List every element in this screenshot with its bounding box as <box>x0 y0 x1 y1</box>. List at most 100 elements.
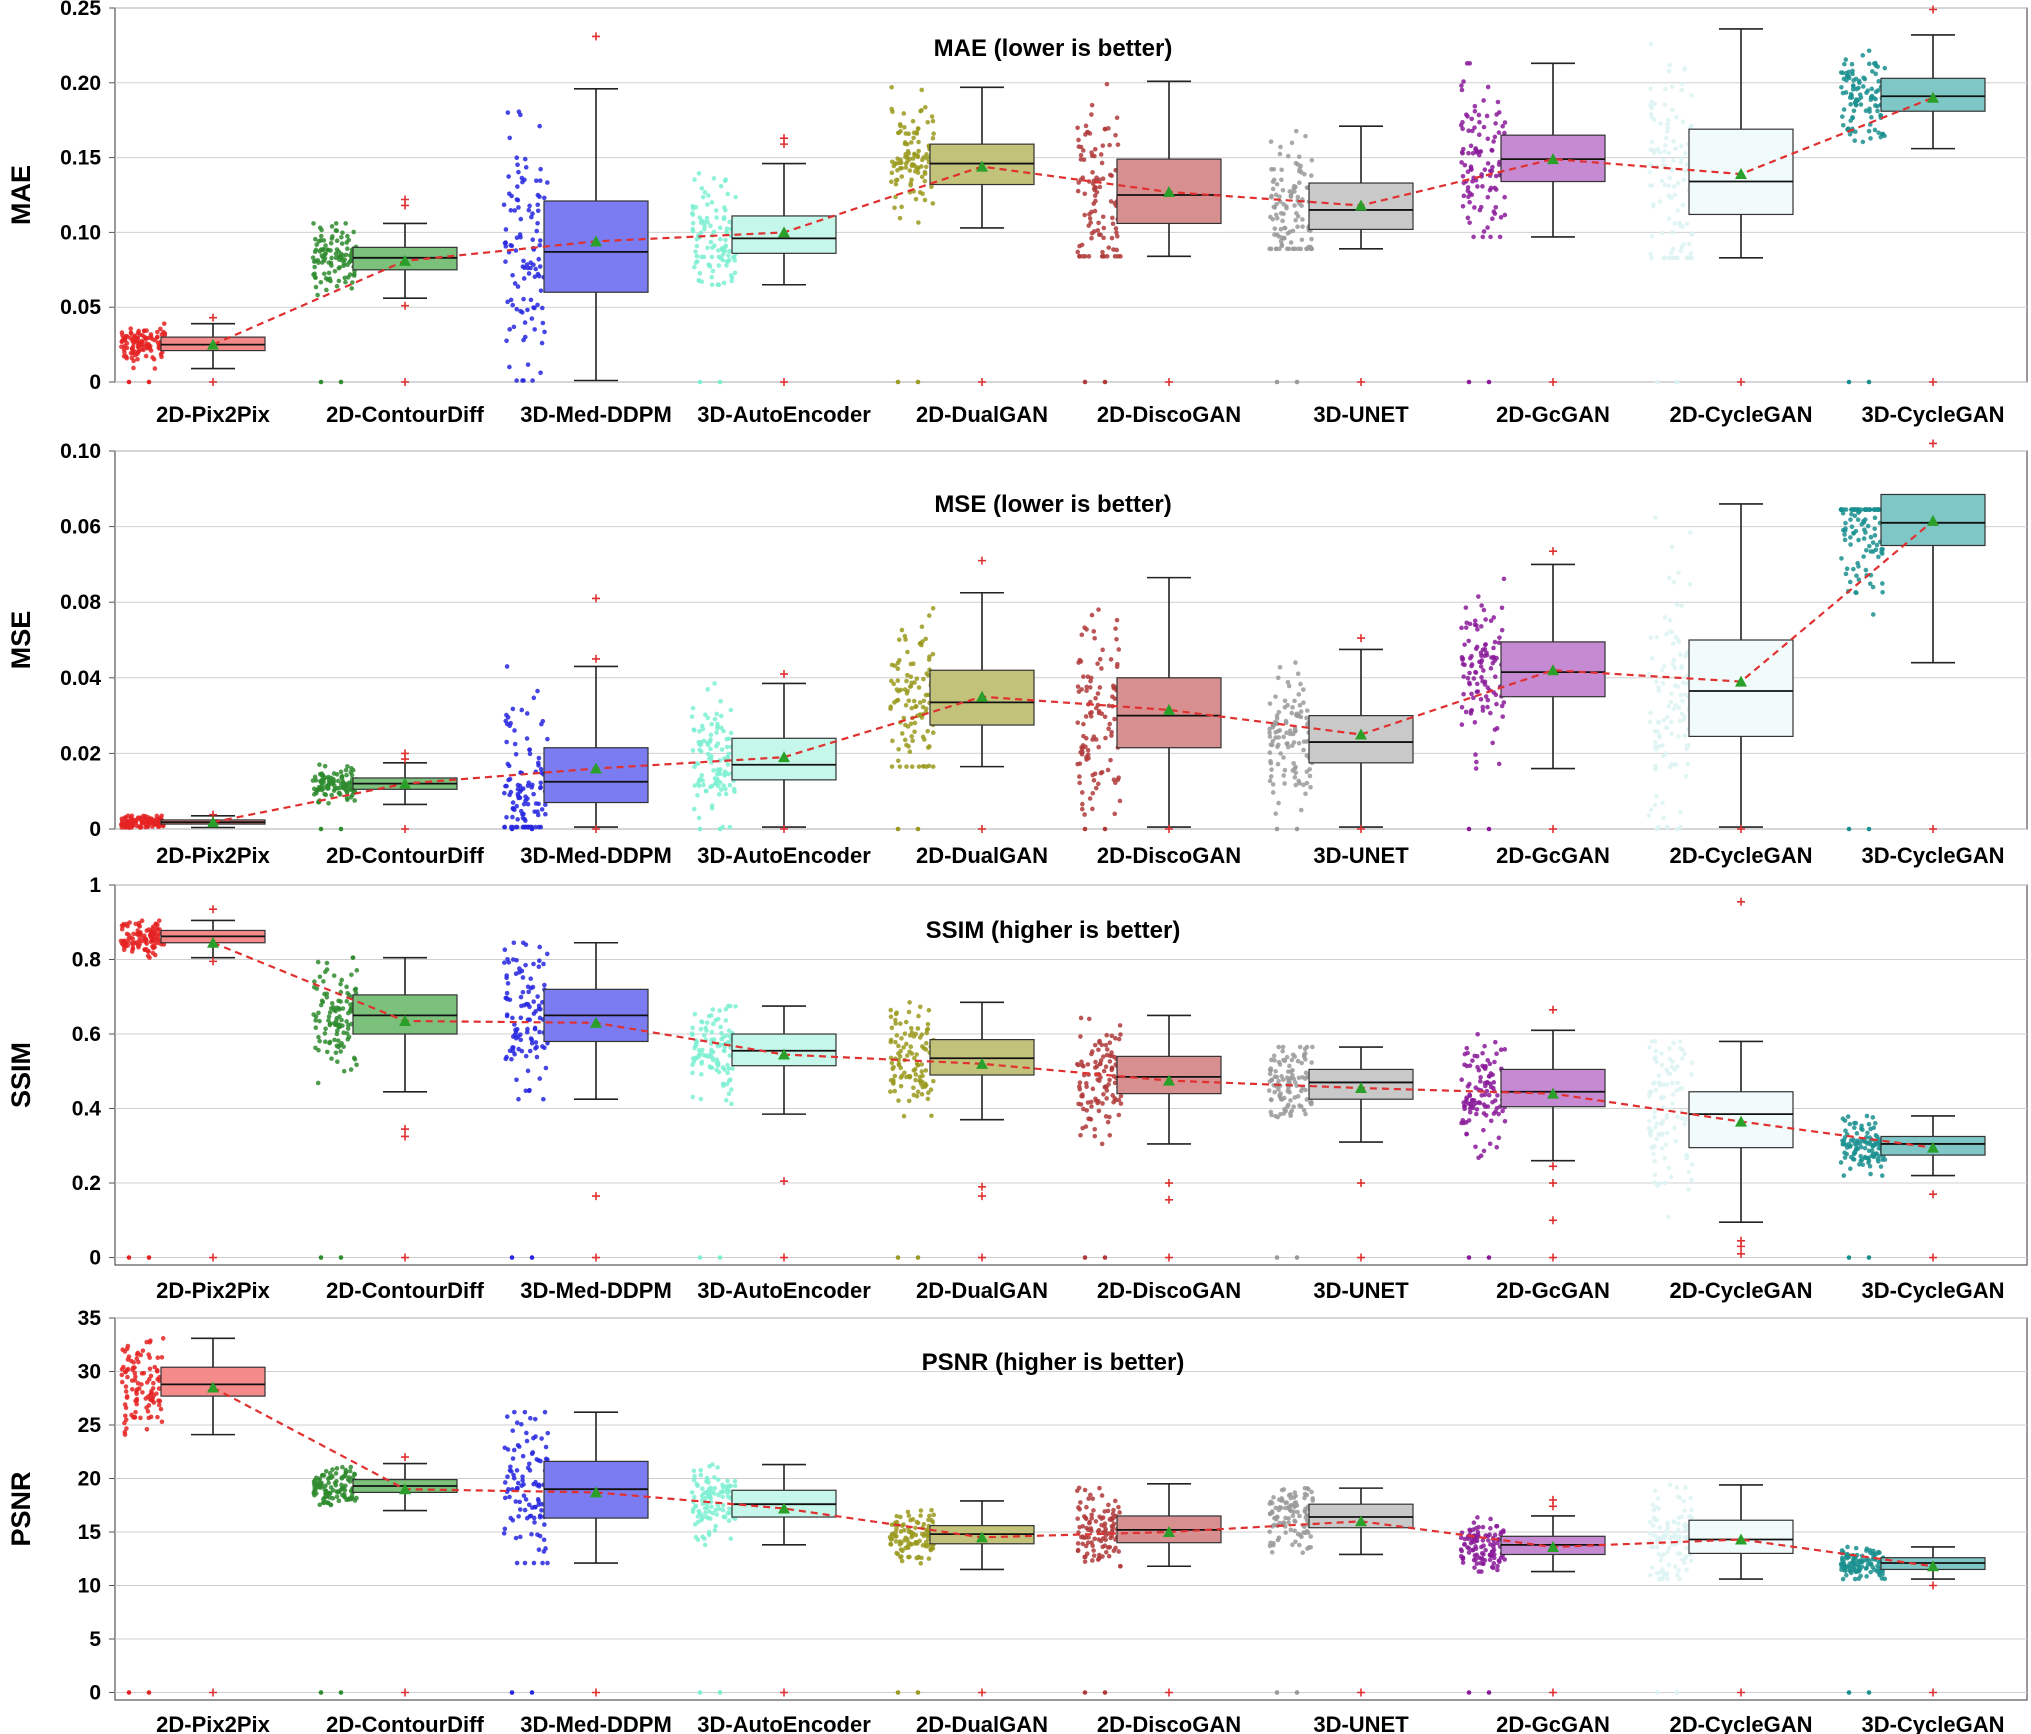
strip-point <box>698 1096 704 1102</box>
strip-point <box>914 676 920 681</box>
strip-point <box>1676 1539 1682 1544</box>
strip-point <box>731 786 737 792</box>
strip-point <box>1096 1047 1101 1053</box>
strip-point <box>1296 713 1302 719</box>
strip-point <box>522 177 527 183</box>
y-tick-label: 0.8 <box>72 949 102 972</box>
strip-point <box>318 1690 324 1695</box>
strip-point <box>1495 1540 1500 1546</box>
strip-point <box>135 816 141 822</box>
strip-point <box>526 989 531 995</box>
strip-point <box>1100 254 1106 259</box>
strip-point <box>727 219 732 225</box>
flier-marker <box>1929 5 1937 14</box>
strip-point <box>691 1468 697 1474</box>
strip-point <box>895 758 901 764</box>
strip-point <box>904 691 910 696</box>
strip-point <box>1274 1514 1279 1520</box>
strip-point <box>1480 1050 1485 1056</box>
strip-point <box>1092 1133 1098 1139</box>
strip-point <box>1658 1570 1663 1576</box>
strip-point <box>516 109 522 115</box>
strip-point <box>521 296 526 302</box>
strip-point <box>1301 700 1306 705</box>
strip-point <box>1677 1535 1683 1541</box>
strip-point <box>714 1060 720 1066</box>
strip-point <box>1082 1559 1088 1564</box>
strip-point <box>1487 1552 1493 1558</box>
strip-point <box>1102 1255 1108 1260</box>
strip-point <box>1873 507 1879 512</box>
strip-point <box>349 972 354 978</box>
flier-marker <box>1549 1005 1557 1014</box>
strip-point <box>894 698 899 704</box>
strip-point <box>1665 1520 1670 1526</box>
strip-point <box>1680 202 1686 208</box>
strip-point <box>1471 1557 1477 1563</box>
strip-point <box>344 984 349 990</box>
y-tick-label: 0.10 <box>60 221 101 244</box>
strip-point <box>1842 61 1847 67</box>
y-tick-label: 0.25 <box>60 0 101 20</box>
strip-point <box>1481 1561 1486 1567</box>
mean-marker <box>1355 199 1367 211</box>
strip-point <box>1648 1089 1654 1095</box>
strip-point <box>1649 1039 1655 1044</box>
box-3D-Med-DDPM <box>501 1409 649 1697</box>
strip-point <box>332 268 338 274</box>
strip-point <box>1676 705 1682 711</box>
flier-marker <box>1737 825 1745 833</box>
strip-point <box>1664 631 1669 637</box>
strip-point <box>1080 175 1086 181</box>
strip-point <box>1092 635 1097 641</box>
strip-point <box>1091 201 1097 206</box>
strip-point <box>514 197 520 202</box>
strip-point <box>912 169 918 174</box>
strip-point <box>1668 699 1674 705</box>
strip-point <box>314 242 320 247</box>
strip-point <box>1482 1558 1488 1563</box>
strip-point <box>1304 185 1310 190</box>
strip-point <box>1304 1492 1310 1498</box>
mean-marker <box>207 936 219 948</box>
strip-point <box>895 826 901 832</box>
strip-point <box>1299 1104 1304 1109</box>
strip-point <box>1646 1125 1652 1131</box>
strip-point <box>504 664 510 669</box>
strip-point <box>1669 629 1674 635</box>
strip-point <box>1874 1134 1880 1140</box>
strip-point <box>1082 826 1088 832</box>
strip-point <box>1081 1514 1087 1519</box>
strip-point <box>1872 515 1878 521</box>
strip-point <box>133 1374 138 1379</box>
strip-point <box>1664 1067 1670 1073</box>
strip-point <box>156 1398 161 1404</box>
strip-point <box>323 792 329 798</box>
strip-point <box>520 1478 525 1483</box>
x-category-label: 2D-DualGAN <box>916 843 1048 868</box>
strip-point <box>929 1507 934 1513</box>
strip-point <box>914 1555 920 1561</box>
strip-point <box>1856 78 1862 84</box>
strip-point <box>1462 1051 1468 1057</box>
strip-point <box>1471 234 1476 240</box>
x-category-label: 3D-Med-DDPM <box>520 843 672 868</box>
x-category-label: 2D-CycleGAN <box>1669 402 1812 427</box>
strip-point <box>139 820 145 825</box>
strip-point <box>534 178 539 184</box>
strip-point <box>1684 673 1689 679</box>
strip-point <box>522 1507 528 1513</box>
strip-point <box>1276 800 1281 806</box>
strip-point <box>538 370 543 376</box>
strip-point <box>1089 102 1095 108</box>
strip-point <box>1652 1039 1658 1044</box>
strip-point <box>1656 688 1662 693</box>
strip-point <box>721 216 727 222</box>
strip-point <box>1292 1054 1298 1059</box>
strip-point <box>515 1480 521 1486</box>
strip-point <box>333 221 339 226</box>
strip-point <box>1298 681 1303 687</box>
strip-point <box>913 1077 918 1083</box>
strip-point <box>697 1690 703 1695</box>
strip-point <box>896 1043 901 1049</box>
